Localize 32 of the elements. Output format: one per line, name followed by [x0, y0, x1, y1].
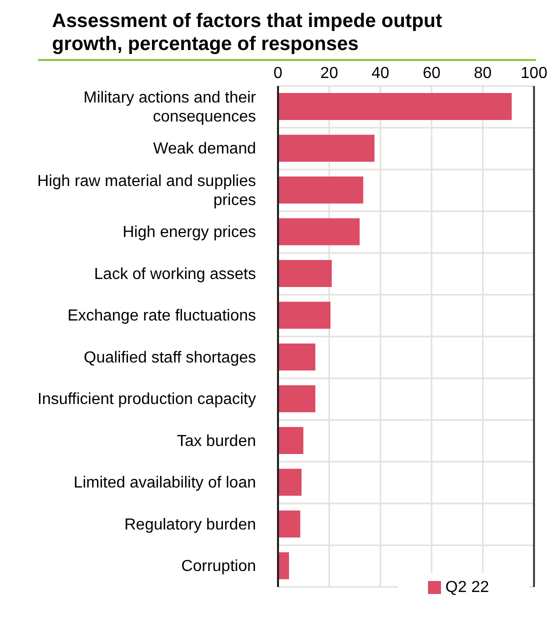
bar	[278, 468, 302, 496]
bar	[278, 552, 290, 580]
bar	[278, 344, 316, 370]
legend-label: Q2 22	[445, 579, 489, 596]
x-tick-label: 100	[520, 65, 548, 82]
y-tick-label: Exchange rate fluctuations	[67, 308, 256, 325]
x-tick-label: 80	[474, 65, 492, 82]
y-tick-label: Insufficient production capacity	[38, 391, 256, 408]
bar	[278, 427, 304, 454]
x-tick-label: 0	[274, 65, 283, 82]
y-tick-label: Corruption	[181, 558, 256, 576]
y-tick-label: High raw material and supplies prices	[37, 172, 256, 209]
bar	[278, 385, 316, 412]
y-tick-label: Qualified staff shortages	[84, 349, 256, 366]
bar	[278, 93, 512, 120]
bar	[278, 302, 330, 329]
y-tick-label: Military actions and their consequences	[83, 89, 257, 126]
y-tick-label: Lack of working assets	[94, 266, 256, 283]
chart-title: Assessment of factors that impede output growth, percentage of responses	[52, 10, 444, 56]
x-tick-label: 40	[372, 65, 390, 82]
bar	[278, 260, 332, 287]
y-tick-label: Tax burden	[176, 432, 256, 450]
y-tick-label: High energy prices	[122, 224, 256, 242]
x-tick-label: 60	[422, 65, 441, 82]
bar	[278, 176, 364, 204]
y-tick-label: Regulatory burden	[124, 516, 256, 534]
bar	[278, 134, 375, 162]
bar	[278, 510, 300, 538]
y-tick-label: Weak demand	[153, 140, 256, 158]
y-tick-label: Limited availability of loan	[74, 474, 256, 492]
bar	[278, 218, 360, 246]
x-tick-label: 20	[320, 65, 338, 82]
